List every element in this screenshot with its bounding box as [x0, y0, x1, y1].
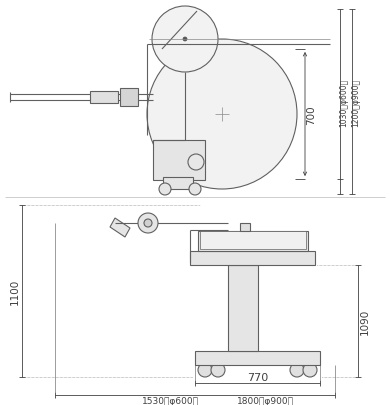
Bar — [190, 252, 315, 265]
Bar — [200, 231, 306, 249]
Text: 1090: 1090 — [360, 308, 370, 334]
Circle shape — [147, 40, 297, 190]
Bar — [240, 224, 250, 231]
Bar — [120, 89, 138, 107]
Text: 1530（φ600）: 1530（φ600） — [142, 396, 199, 405]
Circle shape — [152, 7, 218, 73]
Bar — [163, 177, 193, 190]
Circle shape — [211, 363, 225, 377]
Circle shape — [188, 155, 204, 171]
Bar — [195, 351, 320, 365]
Bar — [153, 141, 205, 181]
Circle shape — [198, 363, 212, 377]
Text: 1800（φ900）: 1800（φ900） — [237, 396, 294, 405]
Circle shape — [290, 363, 304, 377]
Text: 700: 700 — [306, 105, 316, 124]
Circle shape — [138, 213, 158, 233]
Circle shape — [189, 183, 201, 196]
Bar — [90, 92, 118, 104]
Bar — [228, 265, 258, 351]
Text: 770: 770 — [247, 372, 268, 382]
Circle shape — [183, 38, 187, 42]
Bar — [198, 231, 308, 252]
Text: 1100: 1100 — [10, 278, 20, 305]
Text: 1030（φ600）: 1030（φ600） — [339, 78, 348, 126]
Circle shape — [159, 183, 171, 196]
Text: 1200（φ900）: 1200（φ900） — [352, 78, 361, 126]
Polygon shape — [110, 218, 130, 237]
Circle shape — [144, 220, 152, 228]
Circle shape — [303, 363, 317, 377]
